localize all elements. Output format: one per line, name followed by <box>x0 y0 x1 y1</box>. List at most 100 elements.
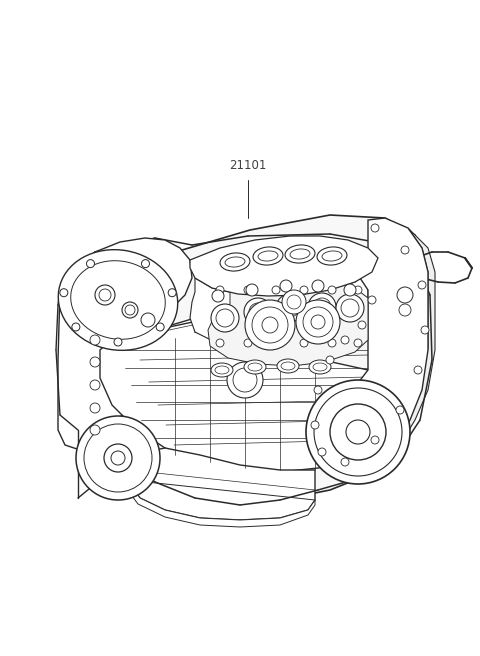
Circle shape <box>396 406 404 414</box>
Circle shape <box>341 458 349 466</box>
Polygon shape <box>190 272 368 348</box>
Circle shape <box>90 357 100 367</box>
Circle shape <box>300 339 308 347</box>
Circle shape <box>354 339 362 347</box>
Ellipse shape <box>253 247 283 265</box>
Circle shape <box>76 416 160 500</box>
Circle shape <box>314 388 402 476</box>
Ellipse shape <box>317 247 347 265</box>
Ellipse shape <box>58 250 178 350</box>
Circle shape <box>330 404 386 460</box>
Circle shape <box>262 317 278 333</box>
Circle shape <box>312 280 324 292</box>
Circle shape <box>141 313 155 327</box>
Circle shape <box>216 339 224 347</box>
Circle shape <box>244 339 252 347</box>
Circle shape <box>421 326 429 334</box>
Circle shape <box>212 290 224 302</box>
Ellipse shape <box>285 245 315 263</box>
Ellipse shape <box>215 366 229 374</box>
Circle shape <box>272 339 280 347</box>
Ellipse shape <box>71 260 165 339</box>
Circle shape <box>287 295 301 309</box>
Ellipse shape <box>281 362 295 370</box>
Circle shape <box>114 338 122 346</box>
Circle shape <box>341 299 359 317</box>
Circle shape <box>371 224 379 232</box>
Circle shape <box>314 386 322 394</box>
Circle shape <box>368 296 376 304</box>
Circle shape <box>95 285 115 305</box>
Circle shape <box>308 293 336 321</box>
Circle shape <box>311 421 319 429</box>
Polygon shape <box>126 482 315 527</box>
Circle shape <box>300 286 308 294</box>
Circle shape <box>90 425 100 435</box>
Polygon shape <box>90 215 425 498</box>
Polygon shape <box>60 238 192 328</box>
Circle shape <box>60 289 68 297</box>
Circle shape <box>72 323 80 331</box>
Circle shape <box>252 307 288 343</box>
Circle shape <box>272 286 280 294</box>
Circle shape <box>111 451 125 465</box>
Circle shape <box>296 300 340 344</box>
Circle shape <box>336 294 364 322</box>
Circle shape <box>99 289 111 301</box>
Circle shape <box>401 246 409 254</box>
Ellipse shape <box>225 257 245 267</box>
Circle shape <box>246 284 258 296</box>
Ellipse shape <box>313 363 327 371</box>
Ellipse shape <box>211 363 233 377</box>
Circle shape <box>84 424 152 492</box>
Circle shape <box>313 298 331 316</box>
Circle shape <box>216 286 224 294</box>
Circle shape <box>371 436 379 444</box>
Text: 21101: 21101 <box>229 159 267 172</box>
Circle shape <box>276 294 304 322</box>
Circle shape <box>344 284 356 296</box>
Circle shape <box>227 362 263 398</box>
Ellipse shape <box>244 360 266 374</box>
Circle shape <box>244 298 272 326</box>
Circle shape <box>358 321 366 329</box>
Ellipse shape <box>309 360 331 374</box>
Polygon shape <box>58 290 130 450</box>
Polygon shape <box>312 218 428 468</box>
Circle shape <box>418 281 426 289</box>
Ellipse shape <box>258 251 278 261</box>
Circle shape <box>156 323 164 331</box>
Circle shape <box>90 403 100 413</box>
Circle shape <box>90 380 100 390</box>
Circle shape <box>86 260 95 268</box>
Circle shape <box>245 300 295 350</box>
Circle shape <box>282 290 306 314</box>
Circle shape <box>303 307 333 337</box>
Circle shape <box>142 260 149 268</box>
Polygon shape <box>318 228 435 468</box>
Circle shape <box>328 339 336 347</box>
Polygon shape <box>190 236 378 296</box>
Polygon shape <box>128 448 315 520</box>
Circle shape <box>216 309 234 327</box>
Ellipse shape <box>290 249 310 259</box>
Ellipse shape <box>277 359 299 373</box>
Circle shape <box>281 299 299 317</box>
Circle shape <box>397 287 413 303</box>
Circle shape <box>346 420 370 444</box>
Circle shape <box>318 448 326 456</box>
Circle shape <box>326 356 334 364</box>
Circle shape <box>354 286 362 294</box>
Circle shape <box>306 380 410 484</box>
Ellipse shape <box>248 363 262 371</box>
Ellipse shape <box>220 253 250 271</box>
Circle shape <box>399 304 411 316</box>
Polygon shape <box>208 278 368 366</box>
Circle shape <box>104 444 132 472</box>
Circle shape <box>414 366 422 374</box>
Circle shape <box>90 335 100 345</box>
Circle shape <box>122 302 138 318</box>
Circle shape <box>211 304 239 332</box>
Circle shape <box>328 286 336 294</box>
Circle shape <box>341 336 349 344</box>
